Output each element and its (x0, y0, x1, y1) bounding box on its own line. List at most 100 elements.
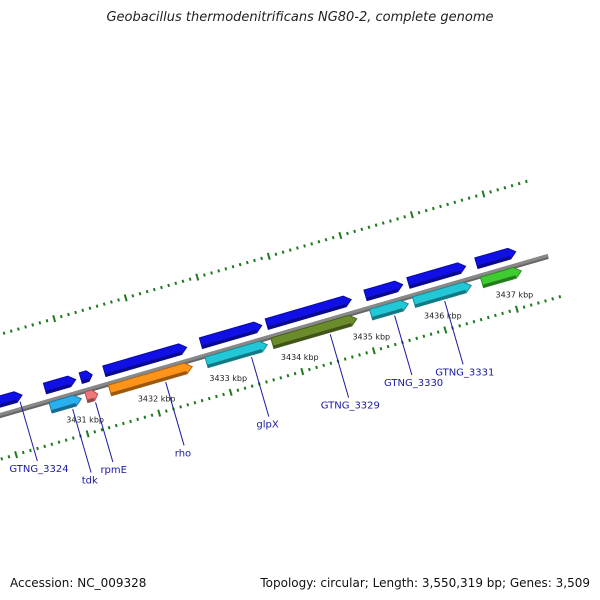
inner-tick (386, 344, 390, 349)
gene-shade (371, 308, 404, 320)
outer-tick (417, 210, 421, 215)
tick-label: 3431 kbp (66, 415, 104, 424)
outer-tick (203, 273, 206, 277)
outer-tick (131, 294, 135, 298)
inner-tick (443, 326, 448, 334)
outer-tick (224, 267, 228, 271)
outer-tick (310, 242, 314, 246)
inner-tick (222, 392, 225, 397)
outer-tick (38, 321, 42, 325)
inner-tick (228, 388, 233, 396)
leader-line (394, 315, 413, 376)
backbone-line (0, 253, 549, 417)
inner-tick (308, 367, 311, 372)
inner-tick (429, 332, 433, 336)
gene-shade (207, 349, 263, 368)
gene-shade (51, 403, 77, 413)
leader-line (444, 300, 464, 365)
inner-tick (265, 380, 268, 384)
outer-tick (474, 194, 478, 198)
inner-tick (436, 330, 440, 334)
gene-shade (81, 378, 90, 384)
inner-tick (36, 446, 39, 451)
outer-tick (17, 327, 20, 331)
genome-backbone (0, 253, 549, 419)
outer-tick (517, 181, 521, 186)
inner-tick (21, 450, 25, 455)
gene-shade (366, 288, 398, 301)
outer-tick (403, 215, 407, 219)
outer-tick (338, 231, 343, 240)
gene-label: rpmE (100, 465, 127, 476)
outer-tick (195, 273, 200, 281)
inner-tick (536, 301, 540, 305)
tick-label: 3433 kbp (209, 374, 247, 383)
inner-tick (236, 388, 240, 392)
outer-tick (296, 246, 299, 250)
outer-tick (288, 248, 292, 252)
inner-tick (371, 347, 376, 355)
inner-tick (207, 396, 211, 401)
gene-shade (477, 256, 511, 269)
gene-label: GTNG_3329 (321, 401, 380, 412)
inner-tick (136, 417, 140, 422)
outer-tick (145, 289, 149, 294)
gene-shade (110, 370, 188, 396)
inner-tick (107, 425, 111, 430)
outer-tick (503, 186, 507, 190)
outer-tick (374, 223, 378, 227)
outer-tick (167, 283, 171, 288)
topology-summary: Topology: circular; Length: 3,550,319 bp… (260, 576, 590, 590)
inner-tick (379, 346, 383, 351)
inner-tick (150, 413, 154, 417)
inner-tick (164, 409, 168, 413)
outer-tick (489, 190, 492, 194)
inner-tick (186, 403, 190, 407)
gene-shade (414, 289, 467, 308)
outer-tick (460, 198, 464, 202)
outer-tick (381, 221, 385, 225)
inner-tick (408, 338, 411, 343)
outer-tick (396, 217, 399, 221)
inner-tick (529, 303, 533, 307)
outer-tick (389, 219, 392, 223)
outer-tick (160, 285, 163, 290)
inner-tick (501, 311, 504, 316)
inner-tick (415, 336, 419, 341)
gene-shade (0, 399, 18, 408)
outer-tick (88, 306, 92, 310)
leader-line (72, 408, 92, 473)
inner-tick (422, 334, 426, 338)
outer-tick (317, 240, 321, 244)
inner-tick (522, 305, 526, 309)
outer-tick (110, 300, 113, 304)
outer-tick (231, 264, 235, 269)
outer-tick (453, 200, 457, 205)
inner-tick (508, 309, 512, 314)
outer-tick (360, 227, 364, 232)
outer-tick (9, 329, 13, 333)
outer-tick (409, 211, 414, 219)
gene-label: GTNG_3330 (384, 378, 443, 389)
tick-label: 3437 kbp (496, 291, 534, 300)
outer-tick (24, 325, 27, 329)
outer-tick (117, 298, 120, 302)
inner-tick (64, 438, 68, 442)
outer-tick (303, 244, 306, 248)
outer-tick (123, 294, 128, 302)
inner-tick (494, 313, 497, 318)
inner-tick (243, 386, 247, 390)
outer-tick (467, 196, 471, 200)
outer-tick (217, 269, 221, 273)
inner-tick (393, 342, 397, 347)
gene-label: rho (175, 448, 191, 459)
inner-tick (315, 365, 318, 370)
inner-tick (71, 436, 75, 440)
inner-tick (250, 384, 254, 388)
gene-label: GTNG_3324 (9, 464, 68, 475)
inner-tick (286, 373, 290, 378)
inner-tick (179, 405, 183, 409)
inner-tick (558, 295, 562, 299)
gene-shade (409, 270, 461, 289)
outer-tick (367, 225, 371, 229)
